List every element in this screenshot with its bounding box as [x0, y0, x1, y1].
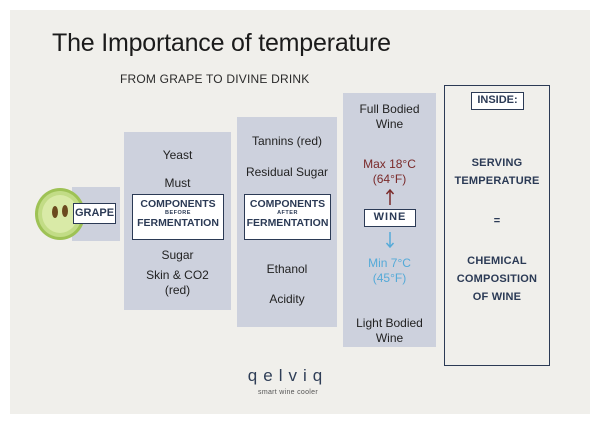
after-item: Tannins (red) [251, 134, 323, 148]
brand-logo: qelviq [247, 366, 329, 385]
inside-panel [444, 85, 550, 366]
inside-text: TEMPERATURE [454, 175, 540, 187]
box-line: BEFORE [165, 210, 191, 216]
after-item: Acidity [269, 292, 305, 306]
box-line: FERMENTATION [246, 217, 329, 229]
after-item: Ethanol [266, 262, 308, 276]
after-item: Residual Sugar [245, 165, 329, 179]
inside-text: COMPOSITION [456, 273, 538, 285]
light-bodied-label: Wine [375, 331, 404, 345]
box-line: FERMENTATION [137, 217, 219, 229]
grape-label: GRAPE [73, 203, 116, 224]
brand-tagline: smart wine cooler [258, 389, 318, 396]
max-temperature: Max 18°C [363, 157, 416, 171]
max-temperature: (64°F) [372, 172, 407, 186]
box-line: COMPONENTS [140, 198, 216, 210]
inside-label: INSIDE: [471, 92, 524, 110]
min-temperature: Min 7°C [368, 256, 411, 270]
full-bodied-label: Full Bodied [359, 102, 420, 116]
full-bodied-label: Wine [375, 117, 404, 131]
light-bodied-label: Light Bodied [356, 316, 423, 330]
before-item: Sugar [161, 248, 194, 262]
page-subtitle: FROM GRAPE TO DIVINE DRINK [120, 72, 310, 86]
before-item: Yeast [162, 148, 193, 162]
before-item: Skin & CO2 [146, 268, 209, 282]
min-temperature: (45°F) [372, 271, 407, 285]
box-line: COMPONENTS [249, 198, 326, 210]
inside-text: CHEMICAL [467, 255, 527, 267]
inside-text: SERVING [471, 157, 523, 169]
box-line: AFTER [277, 210, 298, 216]
before-item: Must [164, 176, 191, 190]
grape-slice-icon [35, 188, 85, 240]
components-after-box: COMPONENTS AFTER FERMENTATION [244, 194, 331, 240]
before-item: (red) [164, 283, 191, 297]
equals-sign: = [493, 215, 501, 227]
arrow-down-icon [385, 232, 395, 249]
wine-box: WINE [364, 209, 416, 227]
page-title: The Importance of temperature [52, 29, 391, 57]
inside-text: OF WINE [472, 291, 522, 303]
arrow-up-icon [385, 188, 395, 205]
components-before-box: COMPONENTS BEFORE FERMENTATION [132, 194, 224, 240]
